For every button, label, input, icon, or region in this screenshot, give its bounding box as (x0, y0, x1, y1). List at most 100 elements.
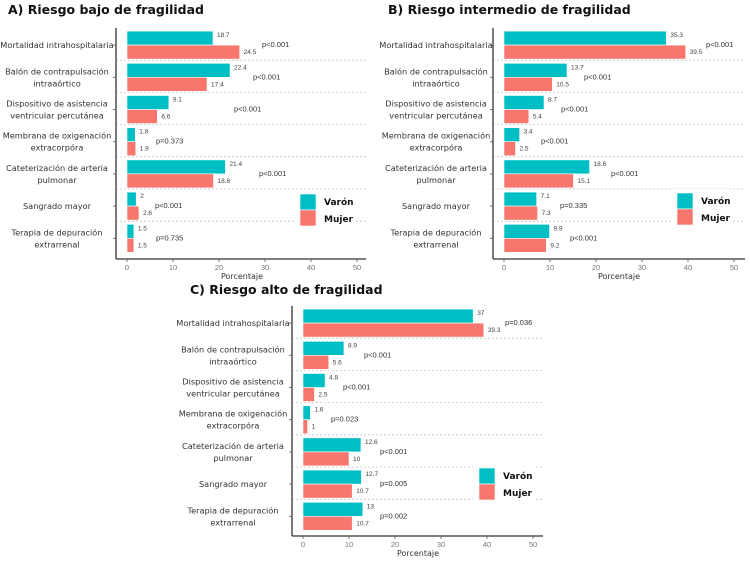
p-value-label: p=0.036 (505, 318, 532, 327)
p-value-label: p<0.001 (155, 201, 182, 210)
category-label: Membrana de oxigenación extracorpóra (382, 131, 491, 153)
p-value-label: p<0.001 (343, 383, 370, 392)
bar-varon (503, 127, 520, 142)
x-tick-label: 30 (437, 540, 445, 549)
bar-mujer (302, 483, 353, 499)
value-label-mujer: 2.6 (143, 210, 152, 217)
bar-mujer (126, 141, 137, 156)
p-value-label: p<0.001 (234, 105, 261, 114)
value-label-varon: 7.1 (541, 193, 550, 200)
p-value-label: p<0.001 (262, 40, 289, 49)
value-label-mujer: 17.4 (211, 81, 224, 88)
category-label: Mortalidad intrahospitalaria (0, 40, 113, 50)
value-label-varon: 2 (140, 193, 144, 200)
x-tick-label: 10 (345, 540, 353, 549)
bar-varon (503, 159, 590, 175)
x-tick-label: 40 (307, 263, 315, 272)
x-tick-label: 0 (125, 263, 129, 272)
p-value-label: p<0.001 (253, 72, 280, 81)
x-axis-title: Porcentaje (598, 272, 640, 281)
legend-label-mujer: Mujer (324, 215, 354, 225)
category-label: Dispositivo de asistencia ventricular per… (385, 99, 486, 121)
category-label: Mortalidad intrahospitalaria (379, 40, 492, 50)
category-label: Terapia de depuración extrarrenal (187, 505, 279, 527)
value-label-mujer: 1.5 (138, 242, 147, 249)
bar-mujer (302, 451, 350, 467)
category-label: Membrana de oxigenación extracorpóra (3, 131, 112, 153)
category-label: Sangrado mayor (402, 201, 471, 211)
value-label-varon: 4.8 (329, 375, 338, 382)
value-label-varon: 21.4 (229, 161, 242, 168)
category-label: Balón de contrapulsación intraaórtico (5, 66, 109, 88)
x-tick-label: 10 (546, 263, 554, 272)
category-label: Mortalidad intrahospitalaria (176, 318, 289, 328)
value-label-varon: 13.7 (571, 64, 584, 71)
bar-varon (126, 30, 214, 46)
value-label-varon: 12.7 (365, 471, 378, 478)
x-axis-title: Porcentaje (397, 549, 439, 558)
bar-mujer (503, 173, 574, 189)
value-label-varon: 1.8 (139, 129, 148, 136)
value-label-mujer: 39.3 (488, 327, 501, 334)
legend-swatch-mujer (676, 208, 694, 226)
legend-swatch-mujer (478, 483, 496, 501)
bar-mujer (503, 141, 516, 156)
value-label-varon: 1.5 (138, 225, 147, 232)
value-label-varon: 8.9 (348, 342, 357, 349)
x-tick-label: 20 (592, 263, 600, 272)
category-label: Cateterización de arteria pulmonar (6, 163, 108, 185)
value-label-mujer: 5.4 (533, 114, 542, 121)
legend-label-varon: Varón (701, 196, 731, 207)
x-tick-label: 30 (261, 263, 269, 272)
p-value-label: p<0.001 (611, 169, 638, 178)
legend-swatch-mujer (299, 209, 317, 227)
x-tick-label: 10 (169, 263, 177, 272)
x-tick-label: 50 (529, 540, 537, 549)
legend-label-varon: Varón (324, 197, 354, 208)
x-tick-label: 50 (730, 263, 738, 272)
p-value-label: p<0.001 (541, 137, 568, 146)
bar-varon (302, 405, 311, 421)
bar-varon (302, 373, 326, 388)
p-value-label: p<0.001 (584, 72, 611, 81)
value-label-mujer: 15.1 (577, 178, 590, 185)
x-axis-title: Porcentaje (221, 272, 263, 281)
bar-mujer (302, 419, 308, 435)
p-value-label: p<0.001 (259, 169, 286, 178)
x-tick-label: 50 (353, 263, 361, 272)
value-label-varon: 37 (477, 310, 485, 317)
bar-varon (503, 62, 568, 78)
legend-swatch-varon (676, 192, 694, 210)
chart-panel-c: C) Riesgo alto de fragilidad 0 10 20 30 40 50 P… (176, 282, 543, 558)
legend-label-mujer: Mujer (701, 214, 731, 224)
legend: Varón Mujer (294, 190, 356, 230)
bar-varon (126, 224, 135, 239)
panel-title: A) Riesgo bajo de fragilidad (8, 2, 204, 17)
value-label-mujer: 9.2 (550, 242, 559, 249)
x-tick-label: 30 (638, 263, 646, 272)
value-label-varon: 22.4 (234, 64, 247, 71)
value-label-varon: 35.3 (670, 32, 683, 39)
value-label-mujer: 5.6 (333, 359, 342, 366)
category-label: Dispositivo de asistencia ventricular per… (182, 377, 283, 399)
legend-swatch-varon (478, 467, 496, 485)
p-value-label: p<0.001 (706, 40, 733, 49)
value-label-varon: 1.6 (314, 407, 323, 414)
bar-mujer (302, 387, 315, 402)
category-label: Dispositivo de asistencia ventricular per… (6, 99, 107, 121)
x-tick-label: 0 (301, 540, 305, 549)
category-label: Sangrado mayor (23, 201, 92, 211)
chart-panel-b: B) Riesgo intermedio de fragilidad 0 10 20 3… (379, 2, 745, 281)
panel-title: C) Riesgo alto de fragilidad (190, 282, 383, 297)
category-label: Terapia de depuración extrarrenal (11, 227, 103, 249)
bar-varon (126, 95, 170, 110)
value-label-varon: 18.7 (217, 32, 230, 39)
x-tick-label: 20 (391, 540, 399, 549)
bar-varon (126, 62, 231, 78)
bar-mujer (126, 77, 208, 92)
bar-varon (503, 224, 550, 239)
bar-varon (126, 127, 136, 142)
value-label-mujer: 2.5 (520, 146, 529, 153)
value-label-varon: 13 (367, 503, 375, 510)
p-value-label: p<0.001 (380, 447, 407, 456)
